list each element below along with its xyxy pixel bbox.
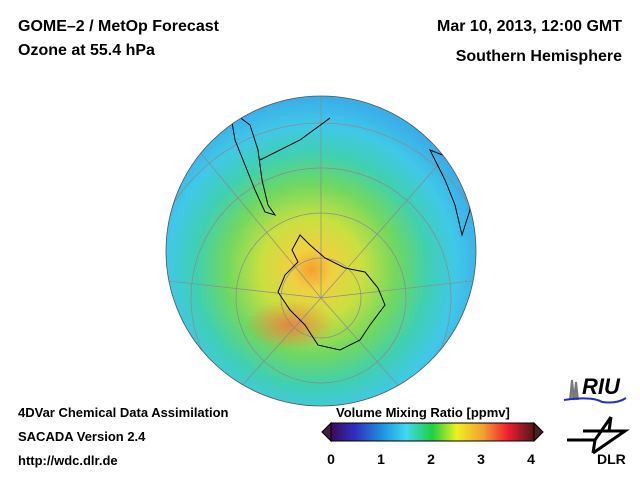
colorbar-title: Volume Mixing Ratio [ppmv] (336, 405, 510, 420)
ozone-maximum (245, 300, 335, 350)
colorbar-tick: 1 (377, 451, 385, 467)
product-title: GOME–2 / MetOp Forecast (18, 18, 219, 35)
colorbar-min-arrow (321, 421, 332, 443)
footer-version: SACADA Version 2.4 (18, 429, 146, 444)
colorbar-tick: 4 (527, 451, 535, 467)
colorbar-gradient (330, 422, 535, 442)
colorbar-tick: 0 (327, 451, 335, 467)
coast-fragment (259, 117, 331, 161)
colorbar-max-arrow (533, 421, 544, 443)
hemisphere-label: Southern Hemisphere (455, 48, 622, 65)
colorbar (321, 421, 544, 443)
antarctica-coast (277, 234, 386, 351)
footer-url[interactable]: http://wdc.dlr.de (18, 453, 118, 468)
product-subtitle: Ozone at 55.4 hPa (18, 42, 155, 59)
footer-method: 4DVar Chemical Data Assimilation (18, 405, 229, 420)
riu-logo: RIU (562, 374, 628, 404)
colorbar-tick: 3 (477, 451, 485, 467)
forecast-date: Mar 10, 2013, 12:00 GMT (437, 18, 622, 35)
graticule (166, 96, 476, 406)
colorbar-tick: 2 (427, 451, 435, 467)
south-america-coast (229, 108, 277, 216)
dlr-logo: DLR (565, 415, 630, 470)
globe-outline (165, 95, 477, 407)
